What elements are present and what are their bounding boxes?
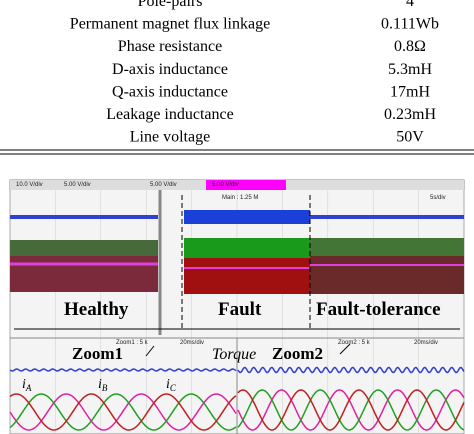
timebase: 5s/div — [430, 195, 446, 201]
trace — [184, 210, 310, 224]
torque-label: Torque — [212, 346, 256, 363]
param-value: 5.3mH — [388, 61, 432, 78]
current-label: iC — [166, 377, 177, 393]
zoom-scale: Zoom1 : 5 k — [116, 340, 149, 346]
param-value: 50V — [396, 129, 424, 146]
parameter-table: Pole-pairs 4 Permanent magnet flux linkage… — [70, 0, 439, 146]
zoom-timebase: 20ms/div — [414, 340, 438, 346]
param-name: D-axis inductance — [112, 61, 228, 78]
param-value: 4 — [406, 0, 414, 10]
channel-label: 5.00 V/div — [150, 182, 177, 188]
zoom-label: Zoom1 — [72, 344, 123, 363]
trace-band — [184, 258, 310, 294]
zoom-label: Zoom2 — [272, 344, 323, 363]
trace-band — [10, 240, 158, 256]
torque-wave — [9, 368, 237, 372]
torque-wave — [237, 366, 465, 374]
param-name: Q-axis inductance — [112, 83, 228, 100]
param-name: Leakage inductance — [106, 106, 233, 123]
param-name: Pole-pairs — [138, 0, 203, 10]
zoom-scale: Zoom2 : 5 k — [338, 340, 371, 346]
channel-label: 5.00 V/div — [212, 182, 239, 188]
current-label: iA — [22, 377, 32, 393]
current-wave — [9, 393, 237, 431]
current-symbol: i — [22, 377, 26, 392]
param-value: 0.8Ω — [394, 38, 426, 55]
oscilloscope — [9, 179, 465, 434]
main-scale: Main : 1.25 M — [222, 195, 258, 201]
phase-label: Fault — [218, 299, 262, 320]
current-wave — [237, 389, 465, 431]
current-label: iB — [98, 377, 108, 393]
param-value: 0.23mH — [384, 106, 436, 123]
current-subscript: B — [102, 383, 108, 393]
pointer — [339, 343, 351, 355]
param-value: 0.111Wb — [381, 16, 439, 33]
param-name: Line voltage — [130, 129, 210, 146]
current-symbol: i — [166, 377, 170, 392]
channel-highlight — [206, 180, 286, 190]
zoom-timebase: 20ms/div — [180, 340, 204, 346]
current-wave — [9, 393, 237, 431]
current-symbol: i — [98, 377, 102, 392]
channel-label: 5.00 V/div — [64, 182, 91, 188]
pointer — [145, 345, 155, 357]
param-value: 17mH — [390, 83, 430, 100]
current-subscript: A — [25, 383, 32, 393]
param-name: Phase resistance — [118, 38, 222, 55]
current-labels: iA iB iC — [22, 377, 177, 393]
trace-band — [310, 238, 464, 256]
channel-label: 10.0 V/div — [16, 182, 43, 188]
param-name: Permanent magnet flux linkage — [70, 16, 270, 33]
phase-label: Fault-tolerance — [316, 299, 441, 320]
zoom-waves — [9, 366, 465, 431]
trace-band — [184, 238, 310, 258]
current-wave — [9, 393, 237, 431]
current-wave — [237, 389, 465, 431]
current-subscript: C — [170, 383, 177, 393]
phase-label: Healthy — [64, 299, 129, 320]
